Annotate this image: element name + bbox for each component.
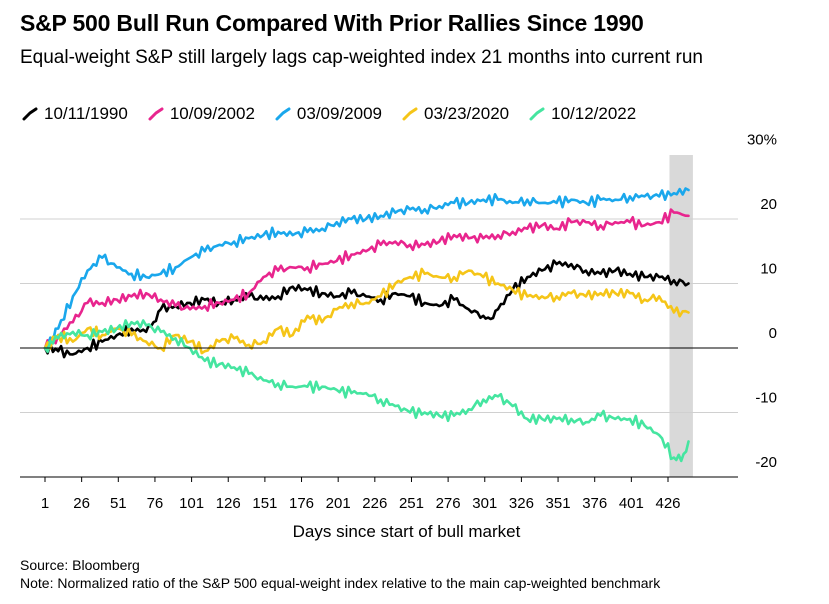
x-tick-label: 326 [509, 495, 534, 512]
source-text: Source: Bloomberg [20, 557, 140, 573]
legend-swatch-icon [275, 107, 291, 121]
chart-subtitle: Equal-weight S&P still largely lags cap-… [20, 47, 703, 68]
legend-item: 10/12/2022 [527, 104, 636, 124]
x-tick-label: 1 [41, 495, 49, 512]
legend-swatch-icon [402, 107, 418, 121]
x-tick-label: 226 [362, 495, 387, 512]
x-axis-label: Days since start of bull market [0, 522, 829, 542]
y-tick-label: 30% [747, 132, 777, 149]
x-axis-label-text: Days since start of bull market [292, 522, 521, 541]
x-tick-label: 26 [73, 495, 90, 512]
legend-swatch-icon [22, 107, 38, 121]
note-text: Note: Normalized ratio of the S&P 500 eq… [20, 575, 661, 591]
x-tick-label: 151 [252, 495, 277, 512]
legend-item: 03/09/2009 [273, 104, 382, 124]
x-tick-label: 126 [216, 495, 241, 512]
x-tick-label: 276 [436, 495, 461, 512]
series-line-10-12-2022 [43, 319, 690, 463]
x-tick-label: 351 [546, 495, 571, 512]
legend-item: 03/23/2020 [400, 104, 509, 124]
x-tick-label: 201 [326, 495, 351, 512]
x-tick-label: 401 [619, 495, 644, 512]
x-tick-label: 376 [582, 495, 607, 512]
x-tick-label: 101 [179, 495, 204, 512]
legend-swatch-icon [529, 107, 545, 121]
chart-legend: 10/11/1990 10/09/2002 03/09/2009 03/23/2020… [20, 104, 654, 124]
legend-swatch-icon [148, 107, 164, 121]
chart-footer: Source: Bloomberg Note: Normalized ratio… [20, 556, 660, 592]
x-tick-label: 426 [655, 495, 680, 512]
legend-label: 10/12/2022 [551, 104, 637, 123]
legend-label: 10/09/2002 [169, 104, 255, 123]
x-tick-label: 251 [399, 495, 424, 512]
legend-item: 10/11/1990 [20, 104, 128, 124]
y-tick-label: 20 [760, 196, 777, 213]
x-tick-label: 176 [289, 495, 314, 512]
x-tick-label: 51 [110, 495, 127, 512]
series-line-03-09-2009 [43, 187, 690, 350]
series-line-03-23-2020 [43, 267, 690, 355]
y-tick-label: -20 [755, 454, 777, 471]
legend-label: 03/09/2009 [296, 104, 383, 123]
series-line-10-09-2002 [43, 208, 690, 350]
y-tick-label: -10 [755, 390, 777, 407]
y-tick-label: 10 [760, 261, 777, 278]
legend-label: 10/11/1990 [44, 104, 128, 123]
chart-title: S&P 500 Bull Run Compared With Prior Ral… [20, 10, 644, 36]
y-tick-label: 0 [769, 325, 777, 342]
legend-item: 10/09/2002 [146, 104, 255, 124]
x-tick-label: 301 [472, 495, 497, 512]
x-tick-label: 76 [147, 495, 164, 512]
legend-label: 03/23/2020 [424, 104, 510, 123]
